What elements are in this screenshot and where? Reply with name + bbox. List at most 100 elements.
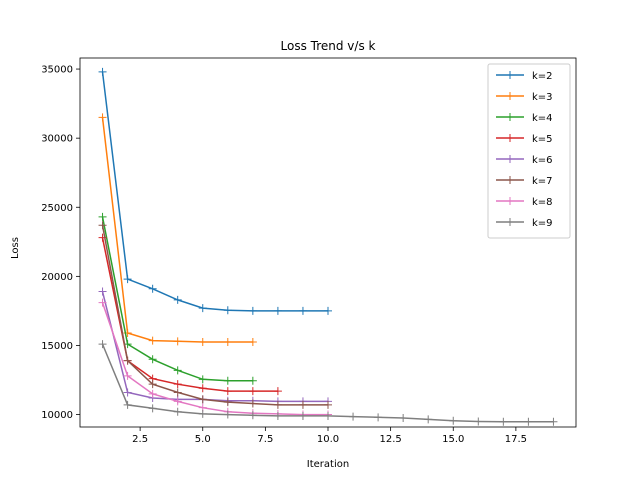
y-tick-label: 25000 bbox=[41, 203, 73, 214]
series-point bbox=[173, 388, 182, 397]
series-point bbox=[223, 398, 232, 407]
legend-entry-3: k=5 bbox=[532, 134, 553, 145]
series-point bbox=[173, 295, 182, 304]
series-point bbox=[123, 356, 132, 365]
legend-entry-7: k=9 bbox=[532, 218, 553, 229]
series-point bbox=[223, 306, 232, 315]
y-tick-label: 30000 bbox=[41, 134, 73, 145]
series-point bbox=[173, 380, 182, 389]
series-point bbox=[298, 411, 307, 420]
legend-entry-5: k=7 bbox=[532, 176, 553, 187]
legend-entry-1: k=3 bbox=[532, 92, 553, 103]
x-tick-label: 17.5 bbox=[505, 434, 527, 445]
series-point bbox=[248, 399, 257, 408]
legend-marker-4 bbox=[506, 155, 514, 163]
series-point bbox=[298, 400, 307, 409]
series-point bbox=[499, 417, 508, 426]
series-line-0 bbox=[101, 71, 328, 312]
series-point bbox=[98, 113, 107, 122]
series-point bbox=[549, 417, 558, 426]
chart-title: Loss Trend v/s k bbox=[281, 39, 376, 53]
series-point bbox=[198, 375, 207, 384]
y-tick-label: 35000 bbox=[41, 65, 73, 76]
series-point bbox=[98, 298, 107, 307]
series-point bbox=[148, 336, 157, 345]
series-point bbox=[123, 388, 132, 397]
series-line-5 bbox=[101, 225, 328, 406]
series-point bbox=[273, 411, 282, 420]
series-point bbox=[223, 376, 232, 385]
series-point bbox=[198, 409, 207, 418]
y-axis-label: Loss bbox=[10, 237, 21, 259]
x-tick-label: 5.0 bbox=[195, 434, 211, 445]
series-point bbox=[123, 400, 132, 409]
series-point bbox=[424, 415, 433, 424]
y-tick-label: 10000 bbox=[41, 410, 73, 421]
series-point bbox=[248, 387, 257, 396]
series-point bbox=[223, 410, 232, 419]
y-tick-label: 20000 bbox=[41, 272, 73, 283]
series-point bbox=[173, 337, 182, 346]
series-point bbox=[524, 417, 533, 426]
series-point bbox=[273, 400, 282, 409]
series-point bbox=[123, 275, 132, 284]
series-point bbox=[173, 366, 182, 375]
series-point bbox=[248, 338, 257, 347]
series-point bbox=[98, 67, 107, 76]
series-point bbox=[273, 306, 282, 315]
series-point bbox=[374, 413, 383, 422]
x-axis-label: Iteration bbox=[307, 459, 349, 470]
series-point bbox=[298, 306, 307, 315]
series-point bbox=[349, 412, 358, 421]
series-point bbox=[98, 212, 107, 221]
legend-marker-6 bbox=[506, 197, 514, 205]
legend-entry-4: k=6 bbox=[532, 155, 553, 166]
series-line-6 bbox=[101, 302, 328, 416]
series-point bbox=[324, 306, 332, 315]
legend-marker-1 bbox=[506, 92, 514, 100]
legend-entry-0: k=2 bbox=[532, 71, 553, 82]
series-point bbox=[198, 304, 207, 313]
legend-marker-0 bbox=[506, 71, 514, 79]
legend-entry-6: k=8 bbox=[532, 197, 553, 208]
series-point bbox=[223, 387, 232, 396]
series-point bbox=[198, 395, 207, 404]
y-tick-label: 15000 bbox=[41, 341, 73, 352]
series-point bbox=[98, 221, 107, 230]
series-point bbox=[324, 411, 332, 420]
series-point bbox=[98, 287, 107, 296]
series-point bbox=[474, 417, 483, 426]
series-point bbox=[248, 411, 257, 420]
series-point bbox=[248, 376, 257, 385]
series-point bbox=[198, 338, 207, 347]
series-point bbox=[273, 387, 282, 396]
series-point bbox=[148, 389, 157, 398]
legend-marker-5 bbox=[506, 176, 514, 184]
plot-area: 2.5 5.0 7.5 10.0 12.5 15.0 17.5 10000 15000 20000… bbox=[41, 57, 577, 445]
series-point bbox=[248, 306, 257, 315]
x-tick-label: 7.5 bbox=[257, 434, 273, 445]
series-point bbox=[148, 380, 157, 389]
series-point bbox=[148, 284, 157, 293]
series-point bbox=[148, 404, 157, 413]
x-tick-label: 12.5 bbox=[379, 434, 401, 445]
series-point bbox=[98, 340, 107, 349]
series-point bbox=[173, 407, 182, 416]
legend-marker-7 bbox=[506, 218, 514, 226]
x-tick-label: 10.0 bbox=[317, 434, 339, 445]
series-point bbox=[399, 414, 408, 423]
series-point bbox=[123, 371, 132, 380]
x-tick-label: 2.5 bbox=[132, 434, 148, 445]
legend-box bbox=[487, 63, 571, 239]
series-point bbox=[223, 338, 232, 347]
series-point bbox=[173, 397, 182, 406]
series-point bbox=[148, 355, 157, 364]
series-point bbox=[198, 384, 207, 393]
series-point bbox=[449, 416, 458, 425]
x-tick-label: 15.0 bbox=[442, 434, 464, 445]
legend-entry-2: k=4 bbox=[532, 113, 553, 124]
series-point bbox=[324, 400, 332, 409]
legend-marker-2 bbox=[506, 113, 514, 121]
legend-marker-3 bbox=[506, 134, 514, 142]
